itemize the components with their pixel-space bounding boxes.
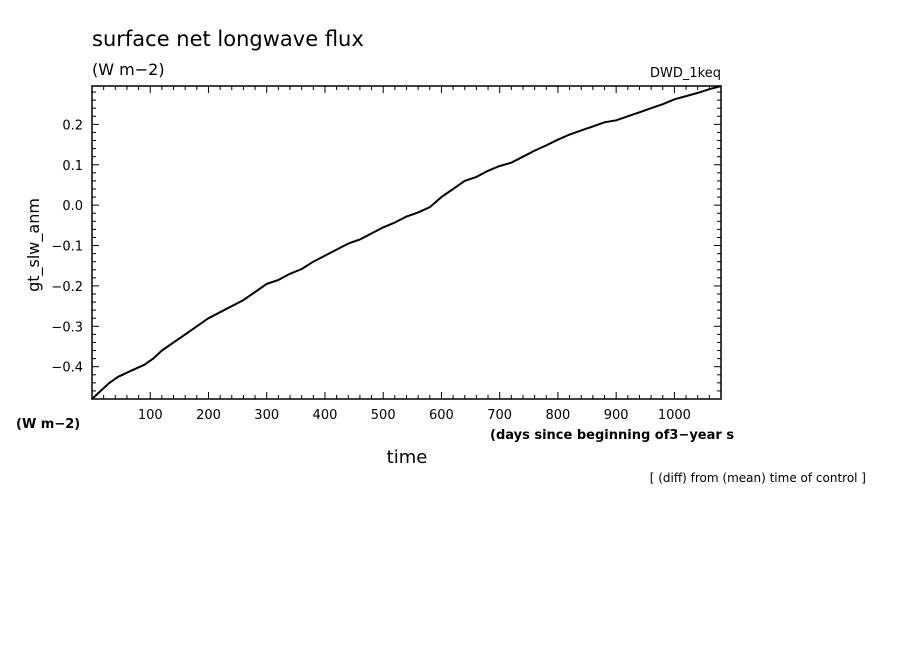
y-tick-label: −0.4 <box>51 361 83 376</box>
y-tick-label: −0.3 <box>51 320 83 335</box>
x-axis-label: time <box>387 447 428 468</box>
chart-title: surface net longwave flux <box>92 27 364 51</box>
y-tick-label: 0.2 <box>62 118 83 133</box>
footnote: [ (diff) from (mean) time of control ] <box>650 471 866 485</box>
y-axis-label: gt_slw_anm <box>24 198 44 292</box>
y-tick-label: 0.0 <box>62 199 83 214</box>
y-tick-label: −0.1 <box>51 240 83 255</box>
run-label: DWD_1keq <box>650 66 721 81</box>
x-tick-label: 500 <box>371 408 396 423</box>
x-tick-label: 400 <box>313 408 338 423</box>
x-tick-label: 1000 <box>658 408 691 423</box>
plot-frame <box>91 85 722 400</box>
y-tick-labels: −0.4 −0.3 −0.2 −0.1 0.0 0.1 0.2 <box>51 118 83 375</box>
x-tick-label: 700 <box>487 408 512 423</box>
x-tick-label: 900 <box>604 408 629 423</box>
x-tick-label: 800 <box>546 408 571 423</box>
axis-ticks <box>92 86 721 399</box>
y-unit-label: (W m−2) <box>16 417 80 432</box>
x-tick-labels: 100 200 300 400 500 600 700 800 900 1000 <box>138 408 691 423</box>
series-line <box>91 85 722 400</box>
plot-border <box>91 85 722 400</box>
x-tick-label: 100 <box>138 408 163 423</box>
y-tick-label: −0.2 <box>51 280 83 295</box>
x-tick-label: 300 <box>254 408 279 423</box>
x-tick-label: 200 <box>196 408 221 423</box>
x-tick-label: 600 <box>429 408 454 423</box>
chart-subtitle: (W m−2) <box>92 60 165 79</box>
x-unit-label: (days since beginning of3−year s <box>490 428 734 443</box>
y-tick-label: 0.1 <box>62 159 83 174</box>
